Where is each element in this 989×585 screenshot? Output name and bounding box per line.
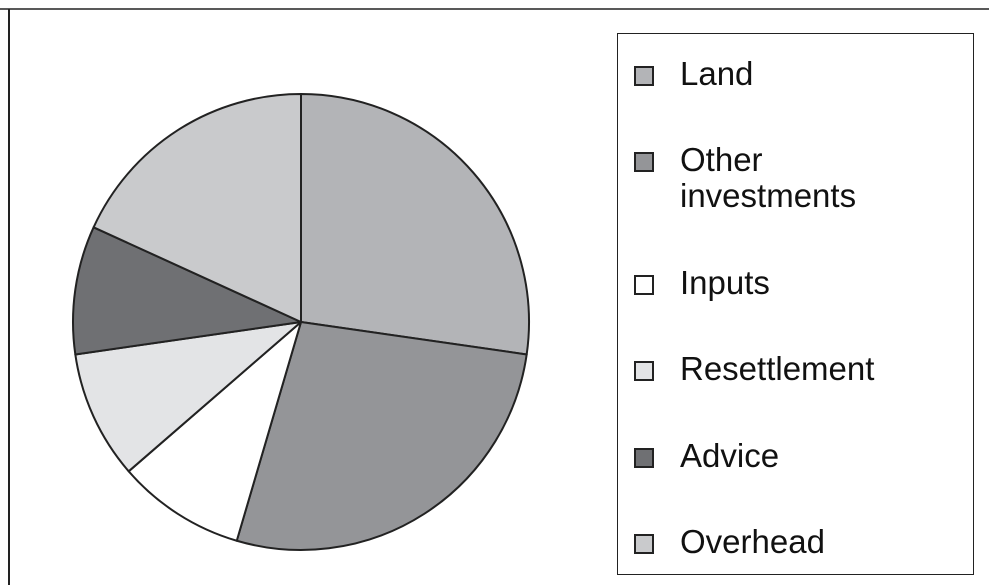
legend-item: Other investments (634, 142, 973, 214)
legend-swatch (634, 274, 654, 295)
legend-label: Inputs (680, 263, 770, 301)
legend-swatch (634, 66, 654, 86)
pie-slice (74, 321, 302, 473)
legend-item: Land (634, 56, 973, 92)
legend-label: Land (680, 55, 754, 92)
legend-swatch (634, 152, 654, 173)
legend-label: Overhead (680, 522, 825, 560)
legend-swatch (634, 533, 654, 554)
legend-label: Advice (680, 436, 780, 474)
pie (72, 93, 530, 551)
legend-swatch (634, 361, 654, 382)
legend-item: Inputs (634, 263, 973, 301)
pie-slice (300, 93, 530, 356)
pie-slice (127, 321, 302, 542)
legend-item: Resettlement (634, 351, 973, 387)
legend-item: Overhead (634, 522, 973, 560)
legend: Land Other investments Inputs Resettlement A… (617, 33, 974, 575)
pie-slice (92, 93, 302, 323)
pie-slice (235, 321, 528, 551)
legend-item: Advice (634, 436, 973, 474)
legend-label: Other investments (680, 141, 857, 215)
legend-swatch (634, 447, 654, 468)
legend-label: Resettlement (680, 350, 875, 388)
pie-slice (72, 226, 302, 356)
